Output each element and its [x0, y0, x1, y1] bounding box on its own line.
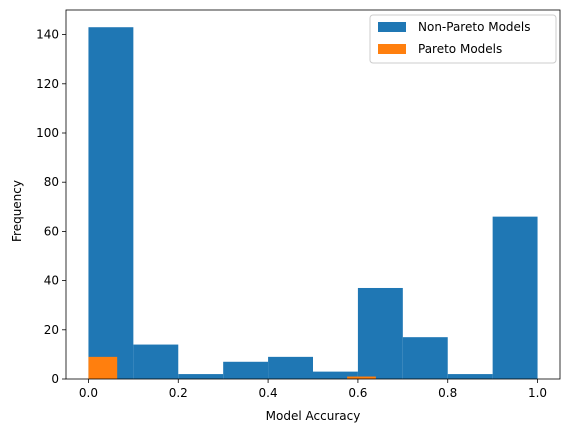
y-axis-title: Frequency	[10, 180, 24, 242]
ticks-layer: 0.0 0.2 0.4 0.6 0.8 1.0 0 20 40 60 80 100 120 140	[36, 28, 547, 400]
y-tick-label: 20	[44, 323, 59, 337]
legend-label-non-pareto: Non-Pareto Models	[418, 20, 531, 34]
bar-series0-bin9	[492, 216, 538, 379]
bar-series0-bin5	[313, 371, 358, 379]
y-tick-label: 40	[44, 274, 59, 288]
bar-series0-bin4	[268, 356, 313, 379]
legend: Non-Pareto Models Pareto Models	[369, 14, 557, 64]
x-axis-title: Model Accuracy	[266, 409, 361, 423]
x-tick-label: 0.4	[259, 386, 278, 400]
legend-frame	[369, 14, 557, 64]
x-tick-label: 1.0	[528, 386, 547, 400]
x-tick-label: 0.0	[79, 386, 98, 400]
y-tick-label: 120	[36, 77, 59, 91]
bar-series0-bin3	[223, 361, 269, 379]
bar-series0-bin7	[402, 337, 448, 379]
bar-series0-bin0	[88, 27, 134, 379]
bar-series1-bin0	[88, 356, 118, 379]
x-tick-label: 0.2	[169, 386, 188, 400]
y-tick-label: 0	[51, 372, 59, 386]
plot-frame	[65, 9, 561, 380]
axes-layer	[65, 9, 561, 380]
y-tick-label: 100	[36, 126, 59, 140]
bar-series0-bin6	[357, 287, 403, 379]
y-tick-label: 80	[44, 175, 59, 189]
bar-series1-bin1	[347, 376, 376, 379]
x-tick-label: 0.8	[438, 386, 457, 400]
bar-series0-bin1	[133, 344, 179, 379]
legend-label-pareto: Pareto Models	[418, 42, 502, 56]
bar-series0-bin8	[447, 374, 493, 379]
y-tick-label: 60	[44, 224, 59, 238]
bar-series0-bin2	[178, 374, 224, 379]
bars-layer	[88, 27, 538, 379]
legend-swatch-pareto	[378, 44, 406, 54]
x-tick-label: 0.6	[348, 386, 367, 400]
y-tick-label: 140	[36, 28, 59, 42]
legend-swatch-non-pareto	[378, 22, 406, 32]
